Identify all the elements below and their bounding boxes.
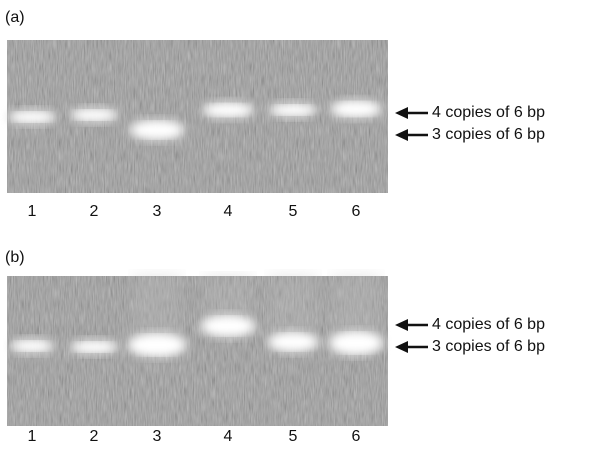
arrow-head [395,319,408,331]
lane-number: 4 [224,203,233,220]
lane-number: 1 [28,203,37,220]
arrow-head [395,129,408,141]
annotation: 4 copies of 6 bp [432,104,545,121]
annotation: 4 copies of 6 bp [432,316,545,333]
band [334,102,378,116]
lane-number: 6 [352,203,361,220]
lane-number: 6 [352,428,361,445]
gel-grain [7,40,388,193]
lane-number: 2 [90,428,99,445]
band [74,342,114,352]
lane-number: 2 [90,203,99,220]
band [133,122,181,138]
band [14,341,50,351]
band [271,334,315,350]
lane-number: 5 [289,428,298,445]
arrow-head [395,107,408,119]
lane-number: 5 [289,203,298,220]
band [74,110,114,120]
lane-number: 3 [153,428,162,445]
band [273,105,313,115]
lane-number: 1 [28,428,37,445]
lane-number: 4 [224,428,233,445]
band [12,112,52,122]
panels: (a) 1 2 3 4 5 6 4 copies of 6 bp 3 copies of 6 b… [5,9,545,445]
arrow-head [395,341,408,353]
panel-label: (b) [5,249,25,266]
band [204,317,252,335]
annotation: 3 copies of 6 bp [432,126,545,143]
band [206,104,250,116]
panel-label: (a) [5,9,25,26]
annotation: 3 copies of 6 bp [432,338,545,355]
band [332,333,380,353]
lane-number: 3 [153,203,162,220]
band [131,335,183,355]
